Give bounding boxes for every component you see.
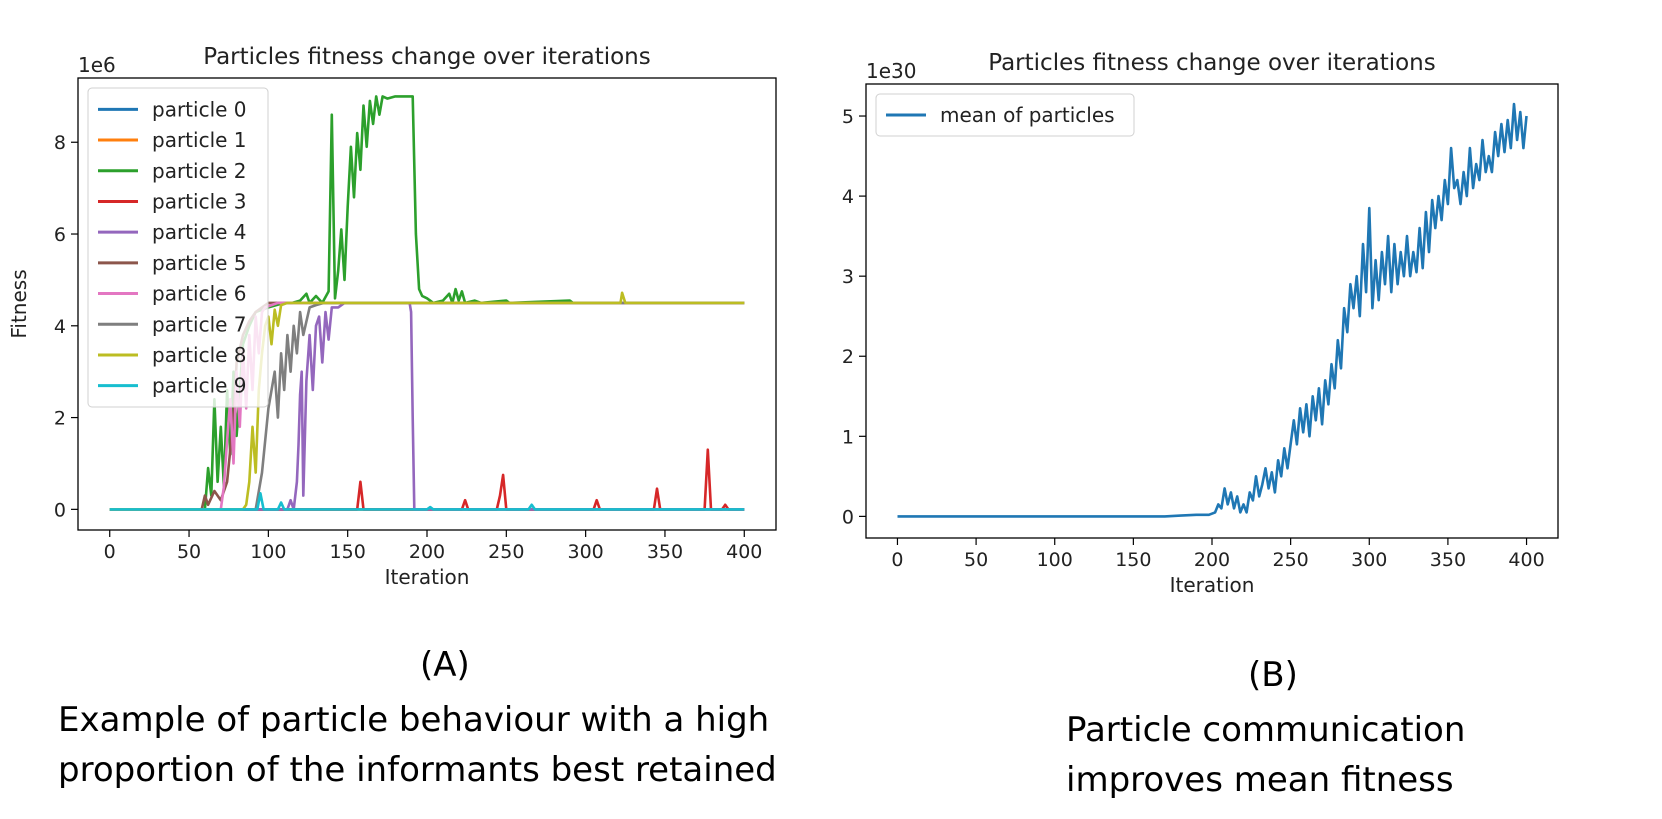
axes-frame xyxy=(865,83,1559,539)
legend-label-0: mean of particles xyxy=(940,103,1115,127)
x-tick-label-3: 150 xyxy=(1115,549,1151,571)
y-tick-label-2: 4 xyxy=(54,316,66,338)
y-tick-label-3: 6 xyxy=(54,224,66,246)
x-tick-label-4: 200 xyxy=(1194,549,1230,571)
panel-label-b: (B) xyxy=(1248,655,1298,695)
y-axis-label: Fitness xyxy=(7,269,31,338)
y-tick-label-1: 2 xyxy=(54,408,66,430)
x-axis-label: Iteration xyxy=(1170,573,1255,597)
legend-label-3: particle 3 xyxy=(152,189,247,213)
legend: mean of particles xyxy=(875,93,1135,137)
y-tick-label-4: 8 xyxy=(54,132,66,154)
chart-title: Particles fitness change over iterations xyxy=(988,50,1436,76)
legend-label-1: particle 1 xyxy=(152,128,247,152)
y-scale-offset-label: 1e6 xyxy=(78,53,116,77)
x-tick-label-4: 200 xyxy=(409,541,445,563)
caption-a: Example of particle behaviour with a hig… xyxy=(58,695,777,795)
legend-label-6: particle 6 xyxy=(152,282,247,306)
y-tick-label-0: 0 xyxy=(842,506,854,528)
series-line-9 xyxy=(109,492,745,511)
chart-b: Particles fitness change over iterations… xyxy=(842,50,1559,597)
x-tick-label-6: 300 xyxy=(568,541,604,563)
caption-b-line-2: improves mean fitness xyxy=(1066,760,1454,800)
legend-label-9: particle 9 xyxy=(152,374,247,398)
y-tick-label-2: 2 xyxy=(842,346,854,368)
legend-label-4: particle 4 xyxy=(152,220,247,244)
x-tick-label-7: 350 xyxy=(647,541,683,563)
x-tick-label-5: 250 xyxy=(488,541,524,563)
y-tick-label-4: 4 xyxy=(842,186,854,208)
x-axis-label: Iteration xyxy=(385,565,470,589)
caption-b-line-1: Particle communication xyxy=(1066,710,1466,750)
legend-box xyxy=(875,93,1135,137)
x-tick-label-7: 350 xyxy=(1430,549,1466,571)
panel-label-a: (A) xyxy=(420,645,470,685)
x-tick-label-0: 0 xyxy=(891,549,903,571)
y-tick-label-3: 3 xyxy=(842,266,854,288)
series-line-7 xyxy=(109,301,745,511)
x-tick-label-8: 400 xyxy=(1508,549,1544,571)
y-scale-offset-label: 1e30 xyxy=(866,59,916,83)
x-tick-label-0: 0 xyxy=(104,541,116,563)
y-tick-label-0: 0 xyxy=(54,499,66,521)
chart-a: Particles fitness change over iterations… xyxy=(7,44,777,589)
x-tick-label-1: 50 xyxy=(177,541,201,563)
x-tick-label-6: 300 xyxy=(1351,549,1387,571)
x-tick-label-1: 50 xyxy=(964,549,988,571)
x-tick-label-2: 100 xyxy=(250,541,286,563)
legend-label-0: particle 0 xyxy=(152,97,247,121)
y-tick-label-5: 5 xyxy=(842,106,854,128)
caption-b: Particle communication improves mean fit… xyxy=(1066,705,1465,805)
x-tick-label-8: 400 xyxy=(726,541,762,563)
plot-area xyxy=(897,102,1528,518)
caption-a-line-1: Example of particle behaviour with a hig… xyxy=(58,700,770,740)
legend: particle 0 particle 1 particle 2 particle 3… xyxy=(87,87,269,408)
x-tick-label-2: 100 xyxy=(1037,549,1073,571)
chart-title: Particles fitness change over iterations xyxy=(203,44,651,70)
x-tick-label-3: 150 xyxy=(330,541,366,563)
x-tick-label-5: 250 xyxy=(1273,549,1309,571)
legend-label-7: particle 7 xyxy=(152,312,247,336)
legend-label-2: particle 2 xyxy=(152,159,247,183)
legend-box xyxy=(87,87,269,408)
legend-label-5: particle 5 xyxy=(152,251,247,275)
legend-label-8: particle 8 xyxy=(152,343,247,367)
y-tick-label-1: 1 xyxy=(842,426,854,448)
series-line-0 xyxy=(897,102,1528,518)
caption-a-line-2: proportion of the informants best retain… xyxy=(58,750,777,790)
